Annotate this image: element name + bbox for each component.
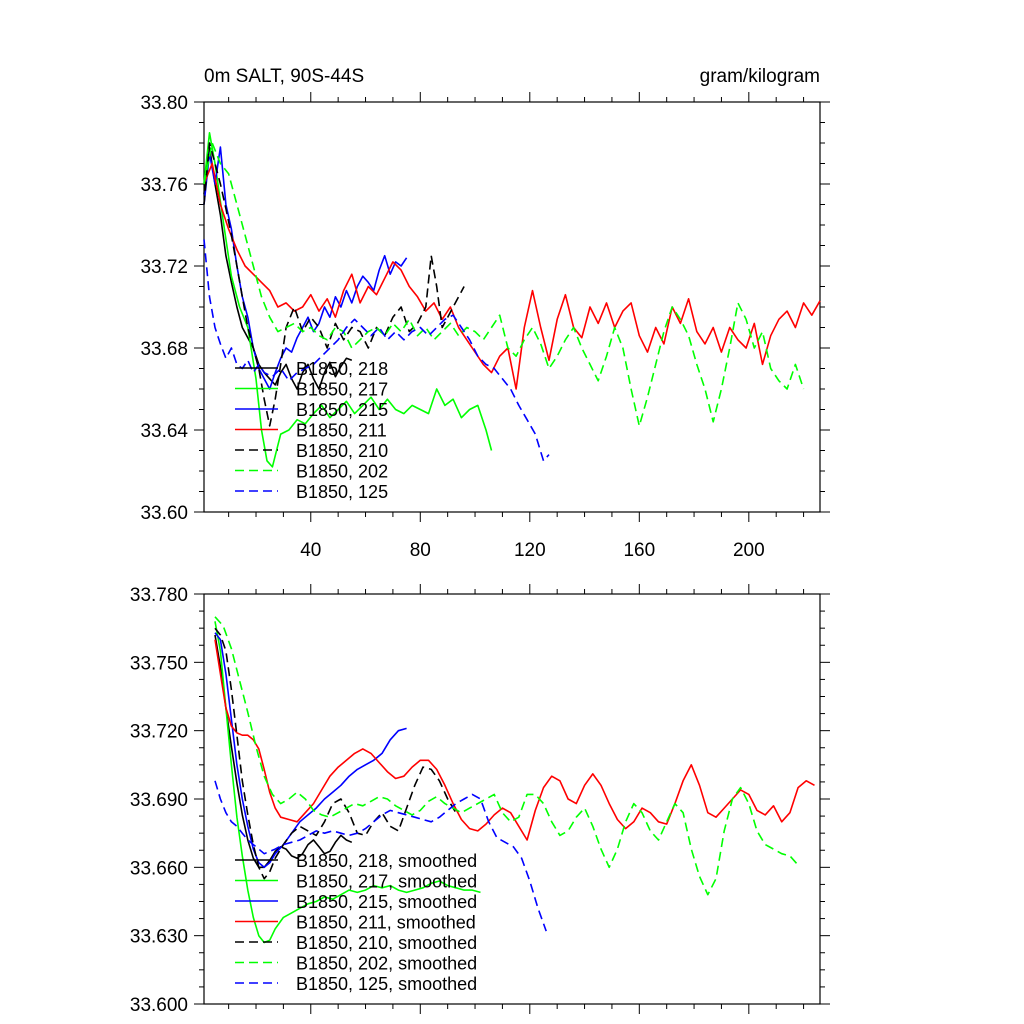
series-line-2 (203, 146, 408, 390)
series-line-0 (203, 146, 353, 390)
series-line-5 (214, 616, 799, 896)
legend-label: B1850, 215, smoothed (296, 892, 477, 912)
y-tick-label: 33.60 (140, 503, 188, 524)
series-line-1 (214, 621, 481, 944)
legend-label: B1850, 210, smoothed (296, 933, 477, 953)
legend-label: B1850, 202, smoothed (296, 954, 477, 974)
bottom-panel: 33.600 33.630 33.660 33.690 33.720 33.750 33.7… (130, 584, 830, 1016)
legend-label: B1850, 215 (296, 400, 388, 420)
x-tick-label: 40 (300, 540, 321, 561)
y-tick-label: 33.630 (130, 927, 188, 948)
x-tick-label: 200 (733, 540, 765, 561)
y-tick-label: 33.64 (140, 421, 188, 442)
legend-label: B1850, 125 (296, 482, 388, 502)
y-tick-label: 33.690 (130, 790, 188, 811)
top-panel-units: gram/kilogram (700, 66, 820, 87)
top-panel-title: 0m SALT, 90S-44S (204, 66, 364, 87)
x-tick-label: 160 (623, 540, 655, 561)
series-line-6 (203, 239, 550, 462)
legend-label: B1850, 211 (296, 421, 387, 441)
legend-label: B1850, 125, smoothed (296, 974, 477, 994)
x-tick-label: 120 (514, 540, 546, 561)
series-line-1 (203, 132, 493, 468)
y-tick-label: 33.720 (130, 722, 188, 743)
series-line-4 (214, 627, 457, 880)
y-tick-label: 33.750 (130, 653, 188, 674)
series-line-5 (203, 142, 805, 427)
series-line-3 (203, 162, 821, 390)
legend-label: B1850, 202 (296, 462, 388, 482)
y-tick-label: 33.72 (140, 257, 188, 278)
legend-label: B1850, 218 (296, 359, 388, 379)
x-tick-label: 80 (410, 540, 431, 561)
legend-label: B1850, 218, smoothed (296, 851, 477, 871)
series-line-0 (214, 634, 353, 869)
legend-label: B1850, 217 (296, 380, 388, 400)
y-tick-label: 33.80 (140, 93, 188, 114)
legend-label: B1850, 211, smoothed (296, 913, 476, 933)
y-tick-label: 33.600 (130, 995, 188, 1016)
legend-label: B1850, 217, smoothed (296, 872, 477, 892)
top-panel: 0m SALT, 90S-44S gram/kilogram 33.60 33.6… (140, 66, 830, 561)
legend-label: B1850, 210 (296, 441, 388, 461)
y-tick-label: 33.76 (140, 175, 188, 196)
y-tick-label: 33.68 (140, 339, 188, 360)
series-line-6 (214, 780, 547, 932)
y-tick-label: 33.660 (130, 858, 188, 879)
series-line-3 (214, 639, 815, 841)
y-tick-label: 33.780 (130, 585, 188, 606)
series-line-2 (214, 632, 407, 869)
